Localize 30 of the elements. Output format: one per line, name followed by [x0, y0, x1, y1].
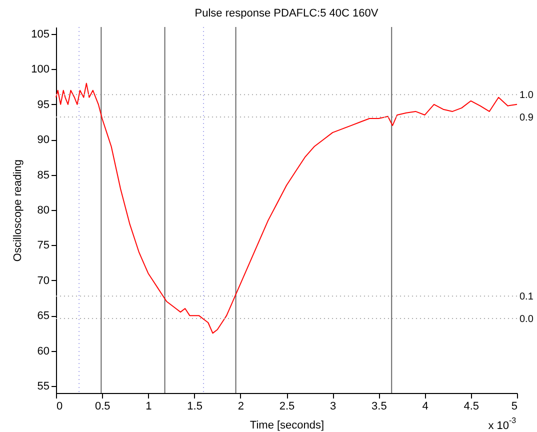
chart-title: Pulse response PDAFLC:5 40C 160V	[194, 8, 379, 20]
y2-tick-label: 0.9	[520, 112, 534, 124]
x-tick-label: 4	[422, 400, 428, 412]
y2-tick-label: 0.0	[520, 314, 534, 325]
y-tick-label: 80	[37, 204, 50, 216]
y-tick-label: 85	[37, 169, 50, 182]
y-tick-label: 100	[31, 64, 50, 76]
x-tick-label: 1.5	[187, 400, 202, 412]
y-axis-title: Oscilloscope reading	[12, 159, 24, 262]
y-tick-label: 55	[37, 380, 50, 392]
y-tick-label: 105	[31, 28, 50, 41]
y2-tick-label: 1.0	[520, 90, 534, 102]
y-tick-label: 60	[37, 345, 50, 358]
y-tick-label: 95	[37, 98, 50, 111]
x-tick-label: 2	[238, 400, 244, 412]
y-tick-label: 90	[37, 134, 50, 146]
y2-tick-label: 0.1	[520, 292, 534, 303]
x-tick-label: 4.5	[464, 400, 480, 412]
x-tick-label: 2.5	[279, 400, 295, 412]
x-tick-label: 3	[330, 400, 336, 412]
x-tick-label: 5	[511, 400, 518, 412]
x-tick-label: 0.5	[94, 400, 110, 412]
y-tick-label: 70	[37, 274, 50, 287]
y-tick-label: 75	[37, 240, 50, 252]
x-tick-label: 0	[56, 400, 63, 412]
y-tick-label: 65	[37, 310, 50, 322]
x-axis-title: Time [seconds]	[250, 420, 324, 432]
x-tick-label: 3.5	[372, 400, 387, 412]
x-tick-label: 1	[146, 400, 152, 412]
line-series	[56, 82, 518, 334]
